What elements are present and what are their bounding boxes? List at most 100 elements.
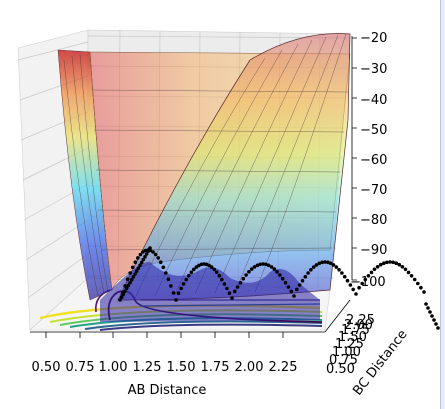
trajectory-point [323,260,327,264]
trajectory-point [212,267,216,272]
trajectory-point [354,292,358,296]
trajectory-point [326,260,330,265]
trajectory-point [158,260,163,265]
y-tick: 1.50 [338,330,367,345]
trajectory-point [129,278,134,282]
trajectory-point [230,296,234,300]
trajectory-point [209,265,214,269]
trajectory-point [136,256,140,260]
z-tick: −100 [350,275,386,290]
trajectory-point [233,289,237,294]
trajectory-point [297,283,302,287]
trajectory-point [133,260,138,265]
z-tick: −80 [360,213,387,228]
x-tick: 2.25 [269,360,298,375]
trajectory-point [403,267,408,272]
trajectory-point [419,285,423,290]
trajectory-point [283,280,288,285]
trajectory-point [184,277,188,282]
y-axis-line [324,299,351,333]
trajectory-point [255,263,260,268]
x-tick: 2.00 [235,360,264,375]
trajectory-point [369,270,374,275]
y-tick: 1.00 [332,345,361,360]
x-tick: 1.75 [201,360,230,375]
trajectory-point [372,267,377,272]
trajectory-point [391,260,395,265]
trajectory-dots [118,246,440,330]
trajectory-point [156,256,160,260]
trajectory-point [340,271,344,275]
z-tick: −90 [360,243,387,258]
trajectory-point [314,263,319,267]
x-ticks: 0.50 0.75 1.00 1.25 1.50 1.75 2.00 2.25 [32,332,298,375]
trajectory-point [406,270,411,275]
trajectory-point [375,265,380,269]
trajectory-point [126,283,131,288]
x-axis-label: AB Distance [128,383,207,398]
trajectory-point [227,291,232,296]
trajectory-point [143,254,147,259]
trajectory-point [136,266,141,271]
trajectory-point [416,281,420,286]
trajectory-point [217,273,222,278]
trajectory-point [181,282,186,286]
y-ticks: 0.50 0.75 1.00 1.25 1.50 1.75 2.00 2.25 [326,313,375,377]
trajectory-point [397,262,402,267]
trajectory-point [179,286,183,291]
trajectory-point [382,261,386,266]
z-tick: −60 [360,153,387,168]
trajectory-point [357,285,361,290]
trajectory-point [166,277,171,282]
z-tick: −40 [360,93,387,108]
y-tick: 1.25 [335,337,364,352]
trajectory-point [235,285,240,289]
trajectory-point [428,310,432,314]
trajectory-point [292,294,296,298]
trajectory-point [123,284,127,288]
x-tick: 0.50 [32,360,61,375]
trajectory-point [169,284,173,288]
trajectory-point [141,250,145,254]
trajectory-point [176,291,181,296]
x-tick: 1.25 [133,360,162,375]
trajectory-point [151,250,155,254]
trajectory-point [412,277,417,282]
y-tick: 2.25 [346,313,375,328]
trajectory-point [139,260,144,265]
trajectory-point [125,277,130,282]
z-tick: −20 [360,31,387,46]
trajectory-point [192,267,196,272]
trajectory-point [189,270,194,275]
trajectory-point [214,270,219,275]
trajectory-point [303,274,308,279]
trajectory-point [334,265,339,269]
trajectory-point [394,261,399,266]
y-tick: 1.75 [341,323,370,338]
trajectory-point [138,263,142,268]
trajectory-point [258,262,263,267]
trajectory-point [241,276,246,281]
trajectory-point [320,260,325,265]
trajectory-point [436,326,440,330]
trajectory-point [342,274,347,279]
trajectory-point [317,261,322,266]
trajectory-point [174,298,178,302]
trajectory-point [426,306,430,310]
trajectory-point [161,265,166,270]
trajectory-point [422,290,426,294]
trajectory-point [328,261,333,266]
z-tick: −30 [360,62,387,77]
trajectory-point [306,271,310,275]
trajectory-point [409,274,414,278]
x-tick: 1.50 [167,360,196,375]
trajectory-point [295,287,299,292]
z-tick: −50 [360,123,387,138]
trajectory-point [432,318,436,322]
trajectory-point [363,277,368,282]
trajectory-point [266,263,271,268]
trajectory-point [337,268,341,272]
trajectory-point [434,322,438,326]
trajectory-point [286,285,291,289]
